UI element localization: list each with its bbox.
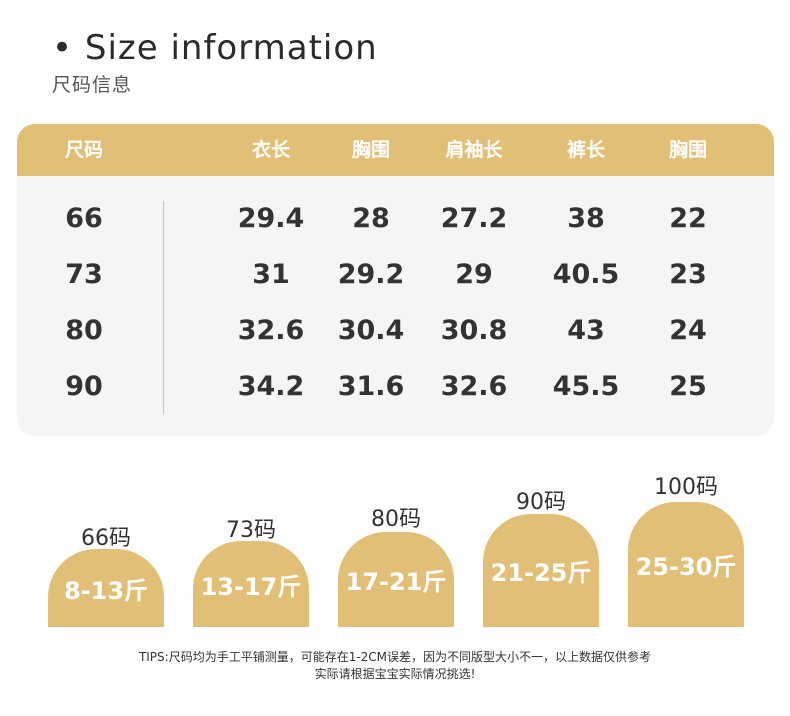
badge-size-label: 66码 bbox=[81, 526, 131, 551]
badge-weight-label: 25-30斤 bbox=[635, 553, 737, 581]
table-cell: 38 bbox=[567, 203, 605, 234]
badge-weight-shape: 17-21斤 bbox=[338, 532, 454, 627]
size-weight-guide: 66码 8-13斤 73码 13-17斤 80码 17-21斤 90码 21-2… bbox=[0, 460, 790, 630]
badge-size-label: 100码 bbox=[654, 475, 718, 500]
table-cell: 30.4 bbox=[337, 315, 405, 346]
header: • Size information 尺码信息 bbox=[52, 28, 378, 97]
tips-line-1: TIPS:尺码均为手工平铺测量，可能存在1-2CM误差，因为不同版型大小不一，以… bbox=[138, 650, 652, 664]
table-cell: 34.2 bbox=[237, 371, 305, 402]
table-row: 80 32.6 30.4 30.8 43 24 bbox=[17, 303, 774, 359]
table-row: 90 34.2 31.6 32.6 45.5 25 bbox=[17, 359, 774, 415]
table-cell: 40.5 bbox=[552, 259, 620, 290]
table-cell: 45.5 bbox=[552, 371, 620, 402]
column-divider bbox=[163, 201, 164, 414]
tips-note: TIPS:尺码均为手工平铺测量，可能存在1-2CM误差，因为不同版型大小不一，以… bbox=[0, 649, 790, 683]
table-cell: 22 bbox=[669, 203, 707, 234]
table-row: 73 31 29.2 29 40.5 23 bbox=[17, 247, 774, 303]
badge-size-label: 90码 bbox=[516, 490, 566, 515]
table-header: 尺码 衣长 胸围 肩袖长 裤长 胸围 bbox=[17, 124, 774, 176]
badge-weight-shape: 8-13斤 bbox=[48, 549, 164, 627]
table-cell: 23 bbox=[669, 259, 707, 290]
size-table: 尺码 衣长 胸围 肩袖长 裤长 胸围 66 29.4 28 27.2 38 22… bbox=[17, 124, 774, 436]
table-row: 66 29.4 28 27.2 38 22 bbox=[17, 191, 774, 247]
badge-weight-shape: 25-30斤 bbox=[628, 502, 744, 627]
table-cell: 73 bbox=[65, 259, 103, 290]
table-cell: 32.6 bbox=[440, 371, 508, 402]
column-header-size: 尺码 bbox=[64, 139, 103, 161]
page-title: • Size information bbox=[52, 28, 378, 68]
column-header-pants-length: 裤长 bbox=[566, 139, 605, 161]
column-header-shoulder-sleeve: 肩袖长 bbox=[445, 139, 503, 161]
column-header-chest-2: 胸围 bbox=[668, 139, 707, 161]
table-cell: 66 bbox=[65, 203, 103, 234]
badge-weight-shape: 21-25斤 bbox=[483, 514, 599, 627]
page-subtitle: 尺码信息 bbox=[52, 74, 133, 96]
badge-weight-shape: 13-17斤 bbox=[193, 541, 309, 627]
table-cell: 30.8 bbox=[440, 315, 508, 346]
table-cell: 43 bbox=[567, 315, 605, 346]
table-cell: 25 bbox=[669, 371, 707, 402]
table-cell: 31.6 bbox=[337, 371, 405, 402]
badge-weight-label: 21-25斤 bbox=[490, 559, 592, 587]
table-cell: 80 bbox=[65, 315, 103, 346]
table-cell: 29.2 bbox=[337, 259, 405, 290]
badge-size-label: 80码 bbox=[371, 507, 421, 532]
badge-size-label: 73码 bbox=[226, 518, 276, 543]
tips-line-2: 实际请根据宝宝实际情况挑选! bbox=[314, 667, 476, 681]
table-cell: 24 bbox=[669, 315, 707, 346]
badge-weight-label: 17-21斤 bbox=[345, 568, 447, 596]
column-header-chest: 胸围 bbox=[351, 139, 390, 161]
badge-weight-label: 8-13斤 bbox=[63, 576, 149, 605]
table-cell: 28 bbox=[352, 203, 390, 234]
table-cell: 32.6 bbox=[237, 315, 305, 346]
table-cell: 31 bbox=[252, 259, 290, 290]
badge-weight-label: 13-17斤 bbox=[200, 572, 302, 601]
table-cell: 90 bbox=[65, 371, 103, 402]
column-header-length: 衣长 bbox=[251, 139, 290, 161]
table-cell: 29.4 bbox=[237, 203, 305, 234]
table-cell: 27.2 bbox=[440, 203, 508, 234]
table-cell: 29 bbox=[455, 259, 493, 290]
